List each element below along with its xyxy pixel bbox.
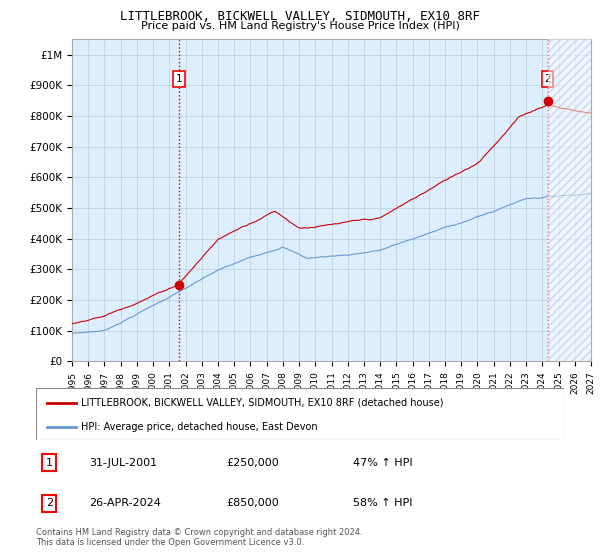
Text: Price paid vs. HM Land Registry's House Price Index (HPI): Price paid vs. HM Land Registry's House … bbox=[140, 21, 460, 31]
Text: 47% ↑ HPI: 47% ↑ HPI bbox=[353, 458, 412, 468]
Text: 1: 1 bbox=[46, 458, 53, 468]
Text: 2: 2 bbox=[46, 498, 53, 508]
Text: LITTLEBROOK, BICKWELL VALLEY, SIDMOUTH, EX10 8RF: LITTLEBROOK, BICKWELL VALLEY, SIDMOUTH, … bbox=[120, 10, 480, 23]
Text: £250,000: £250,000 bbox=[226, 458, 279, 468]
Text: 58% ↑ HPI: 58% ↑ HPI bbox=[353, 498, 412, 508]
Text: £850,000: £850,000 bbox=[226, 498, 279, 508]
Text: Contains HM Land Registry data © Crown copyright and database right 2024.
This d: Contains HM Land Registry data © Crown c… bbox=[36, 528, 362, 547]
Bar bbox=[548, 39, 591, 361]
Bar bbox=[548, 39, 591, 361]
Text: 2: 2 bbox=[544, 74, 551, 84]
Text: HPI: Average price, detached house, East Devon: HPI: Average price, detached house, East… bbox=[81, 422, 317, 432]
Text: LITTLEBROOK, BICKWELL VALLEY, SIDMOUTH, EX10 8RF (detached house): LITTLEBROOK, BICKWELL VALLEY, SIDMOUTH, … bbox=[81, 398, 443, 408]
Text: 31-JUL-2001: 31-JUL-2001 bbox=[89, 458, 157, 468]
FancyBboxPatch shape bbox=[36, 388, 564, 440]
Text: 1: 1 bbox=[175, 74, 182, 84]
Text: 26-APR-2024: 26-APR-2024 bbox=[89, 498, 161, 508]
